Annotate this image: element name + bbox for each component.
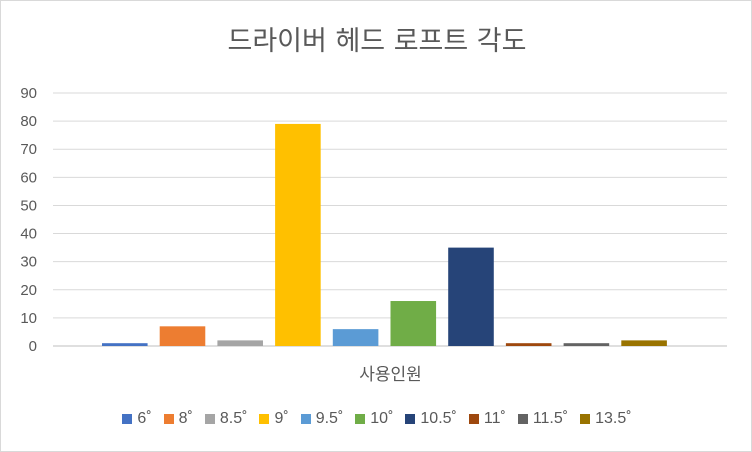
legend-swatch (580, 414, 591, 424)
bar-4 (332, 329, 379, 346)
legend-item: 11.5˚ (517, 410, 569, 428)
legend-item: 9.5˚ (300, 410, 344, 428)
bar-3 (275, 123, 321, 346)
legend-item: 10˚ (355, 410, 393, 428)
legend-swatch (517, 414, 528, 424)
legend-item: 10.5˚ (405, 410, 457, 428)
legend-item: 8.5˚ (204, 410, 248, 428)
bar-9 (621, 340, 667, 346)
y-tick-label: 30 (20, 254, 37, 271)
legend-label: 9.5˚ (315, 410, 344, 427)
y-tick-label: 10 (20, 310, 37, 327)
bar-7 (505, 343, 552, 346)
bar-0 (102, 343, 148, 346)
legend-label: 11.5˚ (532, 410, 569, 427)
y-tick-label: 90 (20, 85, 37, 102)
y-tick-label: 40 (20, 226, 37, 243)
bar-6 (448, 247, 494, 346)
y-tick-label: 60 (20, 169, 37, 186)
chart-title: 드라이버 헤드 로프트 각도 (227, 26, 527, 57)
plot-area: 0 10 20 30 40 50 60 70 80 90 사용인원 (20, 85, 727, 384)
legend-label: 11˚ (483, 410, 506, 427)
y-tick-label: 50 (20, 197, 37, 214)
legend-swatch (122, 414, 133, 424)
legend-item: 13.5˚ (580, 410, 632, 428)
legend-label: 8˚ (178, 410, 193, 427)
x-category-label: 사용인원 (359, 365, 422, 384)
y-tick-label: 80 (20, 113, 37, 130)
legend-label: 8.5˚ (219, 410, 248, 427)
legend-swatch (259, 414, 270, 424)
legend: 6˚ 8˚ 8.5˚ 9˚ 9.5˚ 10˚ 10.5˚ 11˚ 11.5˚ 13.5˚ (1, 410, 751, 428)
legend-item: 6˚ (122, 410, 152, 428)
legend-swatch (405, 414, 416, 424)
bar-8 (563, 343, 610, 346)
legend-label: 9˚ (274, 410, 289, 427)
legend-swatch (204, 414, 215, 424)
legend-label: 13.5˚ (595, 410, 632, 427)
legend-swatch (300, 414, 311, 424)
legend-item: 8˚ (163, 410, 193, 428)
bar-2 (217, 340, 263, 346)
legend-swatch (163, 414, 174, 424)
legend-label: 6˚ (137, 410, 152, 427)
bar-1 (159, 326, 206, 346)
y-tick-label: 20 (20, 282, 37, 299)
y-tick-label: 70 (20, 141, 37, 158)
legend-swatch (468, 414, 479, 424)
legend-swatch (355, 414, 366, 424)
y-tick-label: 0 (29, 338, 37, 355)
bar-5 (390, 301, 437, 346)
legend-label: 10.5˚ (420, 410, 457, 427)
legend-label: 10˚ (370, 410, 394, 427)
legend-item: 9˚ (259, 410, 289, 428)
legend-item: 11˚ (468, 410, 506, 428)
